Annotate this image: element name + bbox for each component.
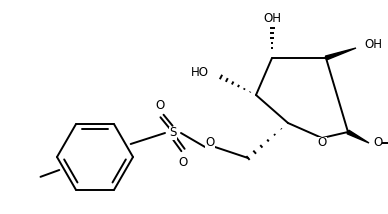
Text: O: O [373,137,382,150]
Text: O: O [317,137,327,150]
Text: O: O [205,135,215,149]
Text: HO: HO [191,67,209,79]
Text: OH: OH [263,12,281,24]
Polygon shape [326,48,356,60]
Text: O: O [178,156,188,169]
Text: S: S [169,126,177,140]
Text: O: O [155,98,165,111]
Text: OH: OH [364,37,382,51]
Polygon shape [347,130,369,143]
